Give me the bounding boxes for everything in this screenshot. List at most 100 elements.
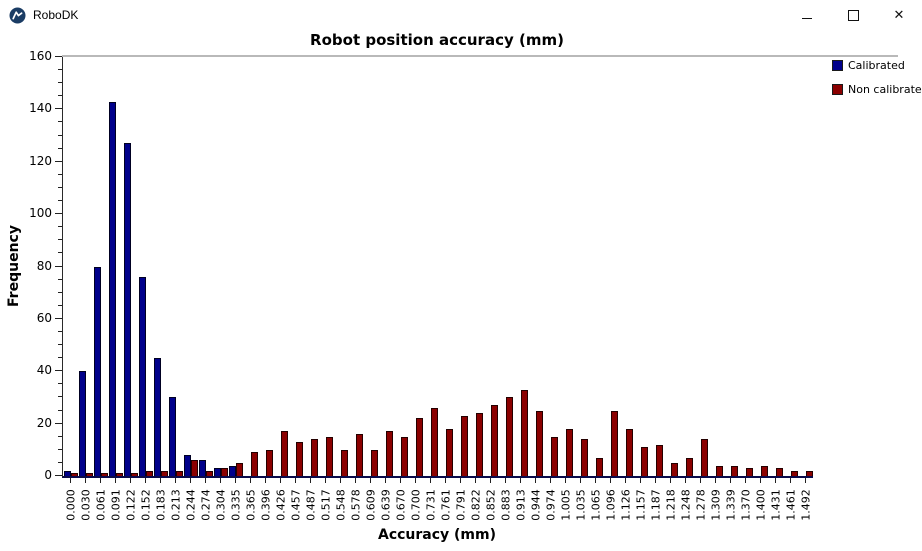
bar-noncalibrated	[160, 470, 168, 476]
y-major-tick	[55, 370, 62, 372]
histogram-bin	[258, 57, 273, 476]
x-tick-label: 0.731	[424, 489, 437, 521]
histogram-bin	[468, 57, 483, 476]
x-tick-label: 0.609	[364, 489, 377, 521]
histogram-bin	[138, 57, 153, 476]
window-titlebar[interactable]: RoboDK ✕	[0, 0, 922, 30]
x-tick-label: 1.187	[649, 489, 662, 521]
x-tick	[504, 478, 506, 483]
bar-noncalibrated	[310, 439, 318, 476]
x-tick-label: 1.005	[559, 489, 572, 521]
histogram-bin	[753, 57, 768, 476]
x-tick	[204, 478, 206, 483]
x-tick-label: 1.248	[679, 489, 692, 521]
bar-noncalibrated	[520, 389, 528, 476]
histogram-bin	[348, 57, 363, 476]
y-tick-label: 120	[29, 153, 52, 168]
histogram-bin	[273, 57, 288, 476]
x-tick	[699, 478, 701, 483]
x-tick	[459, 478, 461, 483]
x-tick	[189, 478, 191, 483]
histogram-bin	[633, 57, 648, 476]
x-tick	[234, 478, 236, 483]
x-tick-label: 0.030	[79, 489, 92, 521]
histogram-bin	[798, 57, 813, 476]
minimize-icon	[802, 17, 812, 19]
histogram-bin	[573, 57, 588, 476]
bar-calibrated	[138, 276, 146, 476]
histogram-bin	[183, 57, 198, 476]
histogram-bin	[783, 57, 798, 476]
x-tick-label: 1.157	[634, 489, 647, 521]
y-major-tick	[55, 265, 62, 267]
bar-noncalibrated	[550, 436, 558, 476]
histogram-bin	[288, 57, 303, 476]
bar-noncalibrated	[385, 431, 393, 476]
histogram-bin	[303, 57, 318, 476]
bar-calibrated	[93, 266, 101, 476]
close-button[interactable]: ✕	[876, 0, 922, 30]
robodk-logo-icon	[9, 7, 26, 24]
histogram-bin	[123, 57, 138, 476]
histogram-bin	[483, 57, 498, 476]
x-tick	[639, 478, 641, 483]
y-major-tick	[55, 422, 62, 424]
x-tick-label: 0.944	[529, 489, 542, 521]
x-tick-label: 1.431	[769, 489, 782, 521]
bar-noncalibrated	[355, 434, 363, 476]
x-tick-label: 0.152	[139, 489, 152, 521]
x-tick	[99, 478, 101, 483]
y-tick-label: 0	[44, 468, 52, 482]
chart-legend: Calibrated Non calibrated	[832, 59, 922, 96]
x-tick	[69, 478, 71, 483]
histogram-bin	[378, 57, 393, 476]
bar-noncalibrated	[265, 449, 273, 476]
histogram-bin	[363, 57, 378, 476]
bar-noncalibrated	[565, 428, 573, 476]
y-major-tick	[55, 317, 62, 319]
x-tick-label: 0.883	[499, 489, 512, 521]
x-tick-label: 1.035	[574, 489, 587, 521]
x-tick	[564, 478, 566, 483]
x-tick	[759, 478, 761, 483]
minimize-button[interactable]	[784, 0, 830, 30]
bar-noncalibrated	[115, 473, 123, 476]
x-tick	[684, 478, 686, 483]
bar-calibrated	[153, 358, 161, 476]
x-tick-label: 0.457	[289, 489, 302, 521]
x-tick	[549, 478, 551, 483]
histogram-bin	[78, 57, 93, 476]
histogram-bin	[678, 57, 693, 476]
maximize-button[interactable]	[830, 0, 876, 30]
bar-calibrated	[228, 465, 236, 476]
bar-noncalibrated	[535, 410, 543, 476]
close-icon: ✕	[893, 7, 905, 23]
bar-noncalibrated	[325, 436, 333, 476]
x-tick	[804, 478, 806, 483]
bar-noncalibrated	[460, 415, 468, 476]
y-major-tick	[55, 160, 62, 162]
histogram-bin	[333, 57, 348, 476]
x-tick-label: 1.370	[739, 489, 752, 521]
bar-noncalibrated	[370, 449, 378, 476]
x-tick-label: 1.492	[799, 489, 812, 521]
y-axis-title: Frequency	[6, 225, 22, 307]
x-tick-label: 0.822	[469, 489, 482, 521]
x-tick	[114, 478, 116, 483]
x-tick-label: 1.096	[604, 489, 617, 521]
bar-noncalibrated	[400, 436, 408, 476]
bar-noncalibrated	[625, 428, 633, 476]
x-tick	[264, 478, 266, 483]
histogram-bin	[243, 57, 258, 476]
x-tick	[339, 478, 341, 483]
x-tick	[444, 478, 446, 483]
x-tick-label: 0.974	[544, 489, 557, 521]
x-tick	[174, 478, 176, 483]
bar-noncalibrated	[250, 452, 258, 476]
x-tick-label: 0.091	[109, 489, 122, 521]
x-tick	[624, 478, 626, 483]
x-tick-label: 0.244	[184, 489, 197, 521]
x-tick-label: 0.122	[124, 489, 137, 521]
histogram-bin	[228, 57, 243, 476]
